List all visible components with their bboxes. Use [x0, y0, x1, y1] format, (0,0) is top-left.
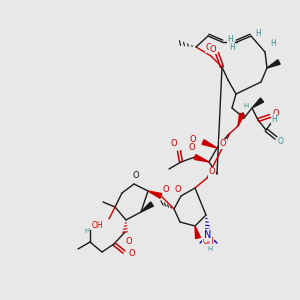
Polygon shape: [141, 202, 154, 212]
Text: O: O: [278, 137, 284, 146]
Text: H: H: [243, 103, 249, 109]
Text: O: O: [171, 139, 177, 148]
Text: H: H: [207, 246, 213, 252]
Text: OH: OH: [91, 220, 103, 230]
Text: O: O: [206, 44, 212, 52]
Polygon shape: [252, 98, 264, 108]
Text: O: O: [189, 143, 195, 152]
Polygon shape: [194, 154, 209, 162]
Polygon shape: [238, 113, 244, 126]
Text: H: H: [84, 228, 90, 234]
Text: O: O: [163, 184, 169, 194]
Text: O: O: [210, 44, 216, 53]
Text: O: O: [129, 250, 135, 259]
Polygon shape: [195, 226, 200, 239]
Text: H: H: [271, 115, 277, 124]
Text: N: N: [204, 230, 212, 240]
Text: O: O: [190, 136, 196, 145]
Text: H: H: [270, 38, 276, 47]
Text: O: O: [133, 172, 139, 181]
Text: O: O: [273, 110, 279, 118]
Polygon shape: [202, 140, 217, 148]
Polygon shape: [267, 60, 280, 68]
Text: O: O: [175, 184, 181, 194]
Polygon shape: [148, 191, 162, 198]
Text: H: H: [255, 29, 261, 38]
Text: H: H: [229, 43, 235, 52]
Text: O: O: [209, 167, 215, 176]
Text: O: O: [220, 140, 226, 148]
Text: O: O: [126, 236, 132, 245]
Text: OH: OH: [202, 238, 214, 247]
Text: H: H: [227, 35, 233, 44]
